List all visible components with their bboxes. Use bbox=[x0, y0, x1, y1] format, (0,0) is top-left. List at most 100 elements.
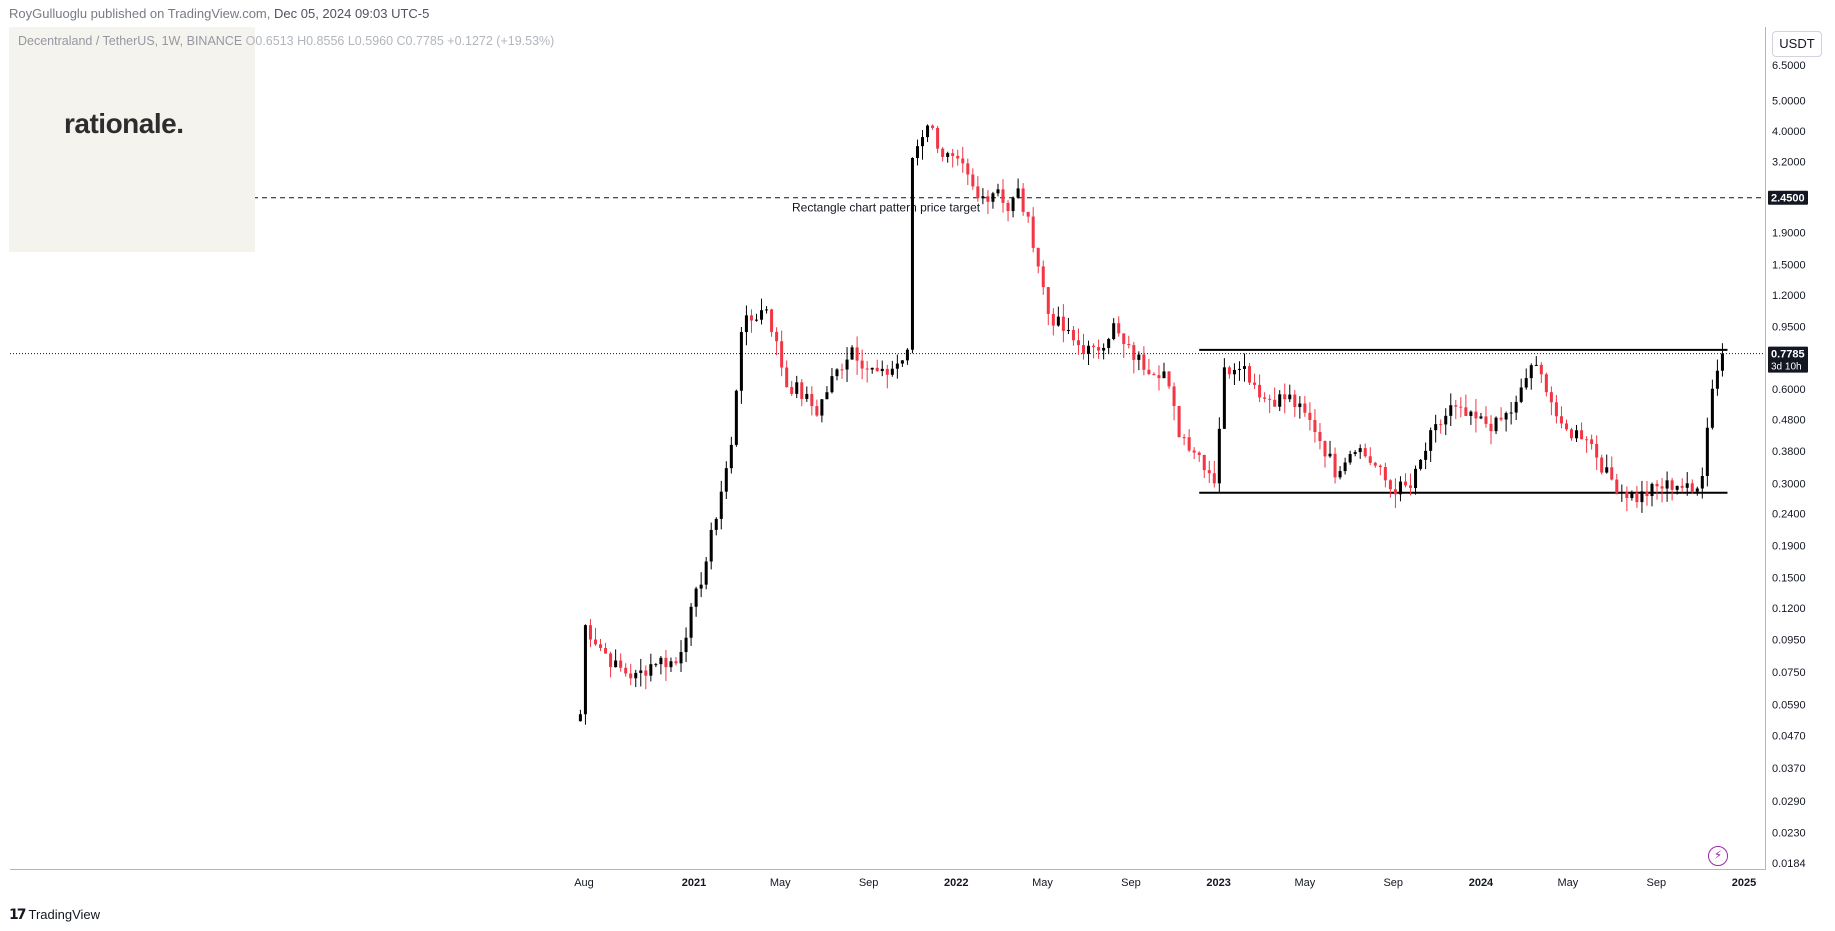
candle bbox=[1051, 308, 1055, 336]
candle bbox=[1715, 359, 1719, 396]
candle bbox=[1157, 365, 1161, 391]
currency-button[interactable]: USDT bbox=[1772, 31, 1822, 57]
candle bbox=[1580, 422, 1584, 440]
candle-body bbox=[729, 444, 733, 469]
candle-body bbox=[931, 125, 935, 128]
candle bbox=[614, 649, 618, 668]
candle-body bbox=[1685, 483, 1689, 488]
candle bbox=[1519, 378, 1523, 404]
candle bbox=[1313, 409, 1317, 443]
candle bbox=[578, 709, 582, 722]
candle bbox=[1710, 379, 1714, 430]
candle bbox=[1207, 460, 1211, 484]
candle-body bbox=[1207, 470, 1211, 474]
candle bbox=[1675, 485, 1679, 495]
lightning-icon[interactable]: ⚡ bbox=[1708, 846, 1728, 866]
candle-body bbox=[614, 660, 618, 668]
candle bbox=[1147, 358, 1151, 376]
candle-body bbox=[609, 653, 613, 668]
publisher-name[interactable]: RoyGulluoglu published on TradingView.co… bbox=[9, 6, 271, 21]
candle-body bbox=[1554, 402, 1558, 417]
candle-body bbox=[790, 387, 794, 394]
candle-body bbox=[1076, 340, 1080, 346]
candle-body bbox=[1097, 347, 1101, 351]
candle bbox=[1378, 464, 1382, 476]
candle-body bbox=[840, 369, 844, 371]
candle bbox=[830, 367, 834, 394]
candle-body bbox=[724, 468, 728, 492]
candle bbox=[905, 348, 909, 365]
candle bbox=[1066, 317, 1070, 335]
candle bbox=[1273, 387, 1277, 407]
candle-body bbox=[1087, 345, 1091, 354]
candle bbox=[1368, 447, 1372, 466]
candle bbox=[956, 149, 960, 166]
candle bbox=[971, 168, 975, 190]
candle-body bbox=[1353, 452, 1357, 454]
candle bbox=[679, 640, 683, 673]
candle bbox=[1021, 183, 1025, 216]
candle-body bbox=[770, 309, 774, 332]
candle bbox=[1092, 343, 1096, 359]
candle bbox=[936, 125, 940, 154]
candle bbox=[1665, 471, 1669, 502]
candle bbox=[1444, 408, 1448, 436]
candle bbox=[1419, 458, 1423, 471]
candle bbox=[765, 306, 769, 314]
candle-body bbox=[1720, 353, 1724, 371]
candle bbox=[1393, 478, 1397, 508]
target-annotation[interactable]: Rectangle chart pattern price target bbox=[792, 201, 981, 215]
candle bbox=[1011, 196, 1015, 218]
candle-body bbox=[1424, 450, 1428, 460]
candle bbox=[855, 336, 859, 375]
candle-body bbox=[1056, 316, 1060, 326]
x-tick-label: Sep bbox=[1383, 877, 1403, 889]
annotation-layer: Rectangle chart pattern price target bbox=[10, 197, 1765, 494]
candle bbox=[744, 305, 748, 346]
candle bbox=[593, 627, 598, 646]
candle-body bbox=[835, 369, 839, 377]
candle-body bbox=[1212, 473, 1216, 484]
high-value: H0.8556 bbox=[297, 34, 345, 48]
candle bbox=[1056, 306, 1060, 327]
candle-body bbox=[1333, 453, 1337, 478]
candle bbox=[1222, 358, 1226, 430]
candle bbox=[1142, 346, 1146, 376]
candle-body bbox=[986, 196, 990, 202]
candle bbox=[1585, 436, 1589, 453]
candle-body bbox=[1373, 462, 1377, 466]
candle-body bbox=[719, 491, 723, 519]
candle bbox=[1564, 419, 1568, 431]
symbol-legend[interactable]: Decentraland / TetherUS, 1W, BINANCE O0.… bbox=[18, 34, 554, 48]
candle bbox=[1449, 393, 1453, 427]
candle bbox=[1640, 480, 1644, 513]
candle bbox=[1720, 343, 1724, 377]
candle bbox=[629, 663, 633, 686]
target-price-label: 2.4500 bbox=[1768, 190, 1808, 205]
candle bbox=[1409, 473, 1413, 496]
candle-body bbox=[1469, 411, 1473, 416]
y-tick-label: 0.0230 bbox=[1772, 828, 1806, 840]
candle-body bbox=[749, 315, 753, 321]
y-tick-label: 0.6000 bbox=[1772, 384, 1806, 396]
candle bbox=[734, 389, 738, 447]
candle-body bbox=[1705, 427, 1709, 476]
candle-body bbox=[1313, 419, 1317, 433]
candle-body bbox=[1494, 417, 1498, 432]
candle-body bbox=[981, 196, 985, 199]
x-tick-label: May bbox=[1558, 877, 1579, 889]
candle-body bbox=[1167, 371, 1171, 387]
candle-body bbox=[1092, 345, 1096, 348]
candle bbox=[1590, 434, 1594, 450]
tradingview-logo[interactable]: 𝟭𝟳 TradingView bbox=[9, 906, 100, 923]
candle-body bbox=[588, 625, 592, 640]
candle bbox=[684, 627, 688, 663]
candle-body bbox=[1439, 424, 1443, 426]
candle-body bbox=[1655, 483, 1659, 487]
candle bbox=[1097, 339, 1101, 359]
candle-body bbox=[1071, 329, 1075, 341]
y-tick-label: 0.0184 bbox=[1772, 858, 1806, 870]
x-tick-label: 2021 bbox=[682, 877, 706, 889]
